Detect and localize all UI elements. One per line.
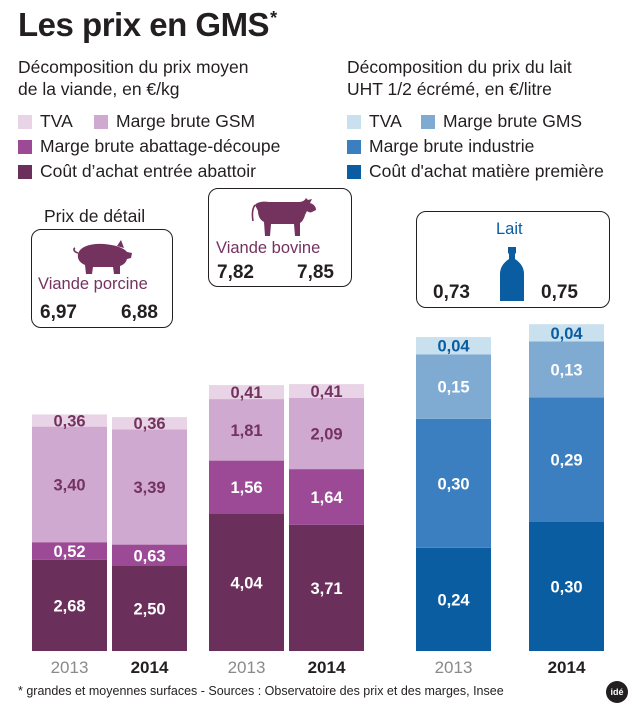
bar-value-label: 0,30: [550, 579, 582, 597]
prix-detail-label: Prix de détail: [44, 206, 146, 226]
price-total-porcine-2014: 6,88: [121, 302, 158, 323]
bar-value-label: 1,64: [310, 489, 343, 507]
page-title: Les prix en GMS*: [18, 6, 277, 43]
year-label: 2013: [435, 658, 473, 677]
legend-swatch: [94, 114, 108, 129]
price-total-bovine-2013: 7,82: [217, 262, 254, 283]
bar-segment: [289, 398, 364, 470]
bar-segment: [529, 397, 604, 522]
bar-value-label: 4,04: [230, 574, 263, 592]
legend-meat-cout-achat: Coût d’achat entrée abattoir: [18, 161, 256, 182]
year-label: 2014: [308, 658, 346, 677]
legend-swatch: [18, 139, 32, 154]
milk-bottle-icon: [500, 247, 524, 301]
bar-value-label: 0,52: [53, 543, 85, 561]
bar-segment: [209, 460, 284, 514]
price-box-porcine: Viande porcine 6,97 6,88: [31, 229, 173, 328]
cow-icon: [251, 198, 316, 236]
milk-subtitle: Décomposition du prix du lait UHT 1/2 éc…: [347, 57, 572, 99]
price-total-lait-2014: 0,75: [541, 282, 578, 303]
legend-milk-marge-gms: Marge brute GMS: [421, 111, 582, 132]
price-box-porcine-name: Viande porcine: [38, 275, 148, 293]
meat-subtitle: Décomposition du prix moyen de la viande…: [18, 57, 249, 99]
legend-milk-cout-achat: Coût d'achat matière première: [347, 161, 604, 182]
bar-segment: [416, 418, 491, 548]
bar-value-label: 0,15: [437, 379, 469, 397]
legend-milk-tva: TVA: [347, 111, 402, 132]
bar-value-label: 2,09: [310, 426, 342, 444]
year-label: 2013: [228, 658, 266, 677]
legend-milk-marge-industrie: Marge brute industrie: [347, 136, 534, 157]
bar-segment: [416, 547, 491, 651]
legend-swatch: [18, 164, 32, 179]
bar-segment: [289, 469, 364, 525]
bar-value-label: 2,50: [133, 601, 165, 619]
bar-value-label: 0,41: [230, 384, 262, 402]
bar-segment: [209, 385, 284, 399]
bar-value-label: 0,04: [437, 338, 470, 356]
price-box-lait-name: Lait: [496, 220, 523, 238]
legend-swatch: [347, 114, 361, 129]
bar-segment: [112, 544, 187, 566]
bar-segment: [112, 417, 187, 430]
legend-meat-marge-gsm: Marge brute GSM: [94, 111, 255, 132]
bar-value-label: 2,68: [53, 597, 85, 615]
bar-value-label: 0,36: [53, 413, 85, 431]
bar-value-label: 0,24: [437, 591, 470, 609]
year-label: 2014: [548, 658, 586, 677]
footnote: * grandes et moyennes surfaces - Sources…: [18, 684, 504, 698]
bar-segment: [32, 542, 107, 560]
legend-swatch: [18, 114, 32, 129]
bar-value-label: 0,13: [550, 361, 582, 379]
bar-value-label: 3,71: [310, 580, 342, 598]
bar-value-label: 0,36: [133, 415, 165, 433]
bar-segment: [209, 513, 284, 651]
bar-value-label: 3,40: [53, 476, 85, 494]
bar-segment: [209, 399, 284, 461]
bar-value-label: 1,56: [230, 479, 262, 497]
bar-segment: [529, 341, 604, 398]
price-box-bovine-name: Viande bovine: [216, 239, 321, 257]
price-total-porcine-2013: 6,97: [40, 302, 77, 323]
bar-value-label: 3,39: [133, 479, 165, 497]
bar-value-label: 0,41: [310, 383, 342, 401]
bar-segment: [32, 414, 107, 427]
bar-segment: [416, 354, 491, 419]
bar-segment: [112, 429, 187, 545]
bar-segment: [32, 559, 107, 651]
bar-segment: [112, 566, 187, 651]
legend-meat-marge-abattage: Marge brute abattage-découpe: [18, 136, 280, 157]
legend-meat-tva: TVA: [18, 111, 73, 132]
price-box-bovine: Viande bovine 7,82 7,85: [208, 188, 352, 287]
bar-segment: [289, 524, 364, 651]
year-label: 2014: [131, 658, 169, 677]
bar-segment: [32, 426, 107, 543]
year-label: 2013: [51, 658, 89, 677]
bar-segment: [529, 324, 604, 342]
legend-swatch: [421, 114, 435, 129]
price-total-lait-2013: 0,73: [433, 282, 470, 303]
bar-segment: [529, 522, 604, 651]
price-total-bovine-2014: 7,85: [297, 262, 334, 283]
bar-value-label: 0,04: [550, 325, 583, 343]
price-box-lait: Lait 0,73 0,75: [416, 211, 610, 308]
ide-logo: idé: [606, 681, 628, 703]
bar-value-label: 1,81: [230, 422, 262, 440]
bar-value-label: 0,29: [550, 452, 582, 470]
bar-segment: [416, 337, 491, 355]
legend-swatch: [347, 139, 361, 154]
legend-swatch: [347, 164, 361, 179]
bar-value-label: 0,30: [437, 475, 469, 493]
bar-value-label: 0,63: [133, 547, 165, 565]
pig-icon: [73, 240, 132, 274]
bar-segment: [289, 384, 364, 398]
